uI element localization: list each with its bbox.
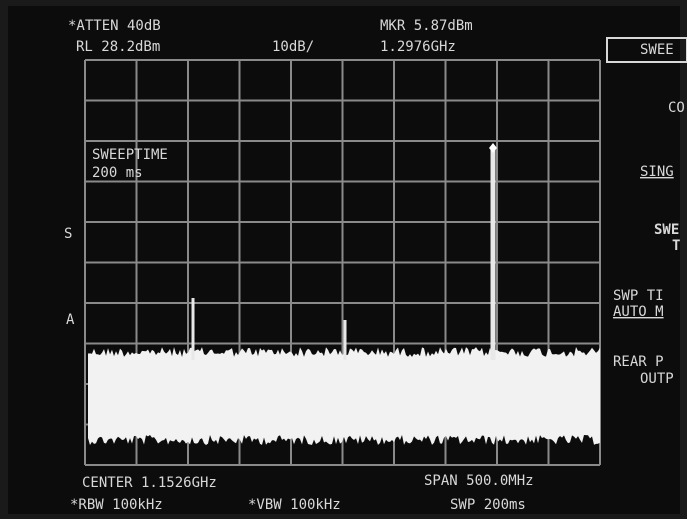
signal-peak (191, 298, 195, 360)
marker (489, 143, 497, 153)
side-mark: A (66, 312, 75, 328)
marker-level: MKR 5.87dBm (380, 18, 473, 34)
softkey[interactable]: SWP TI (613, 288, 664, 304)
trace (88, 148, 600, 445)
marker-freq: 1.2976GHz (380, 39, 456, 55)
noise-floor (88, 347, 600, 445)
signal-peak (343, 320, 347, 360)
softkey[interactable]: SWEE (640, 42, 674, 58)
atten: *ATTEN 40dB (68, 18, 161, 34)
softkey[interactable]: T (672, 238, 680, 254)
softkey[interactable]: OUTP (640, 371, 674, 387)
center: CENTER 1.1526GHz (82, 475, 217, 491)
softkey[interactable]: SING (640, 164, 674, 180)
softkey-box (606, 37, 687, 63)
scale: 10dB/ (272, 39, 314, 55)
rbw: *RBW 100kHz (70, 497, 163, 513)
annotation: 200 ms (92, 165, 143, 181)
side-mark: S (64, 226, 72, 242)
softkey[interactable]: CO (668, 100, 685, 116)
ref-level: RL 28.2dBm (76, 39, 160, 55)
annotation: SWEEPTIME (92, 147, 168, 163)
softkey[interactable]: AUTO M (613, 304, 664, 320)
span: SPAN 500.0MHz (424, 473, 534, 489)
softkey[interactable]: SWE (654, 222, 679, 238)
softkey[interactable]: REAR P (613, 354, 664, 370)
sweep: SWP 200ms (450, 497, 526, 513)
vbw: *VBW 100kHz (248, 497, 341, 513)
signal-peak (490, 148, 496, 360)
